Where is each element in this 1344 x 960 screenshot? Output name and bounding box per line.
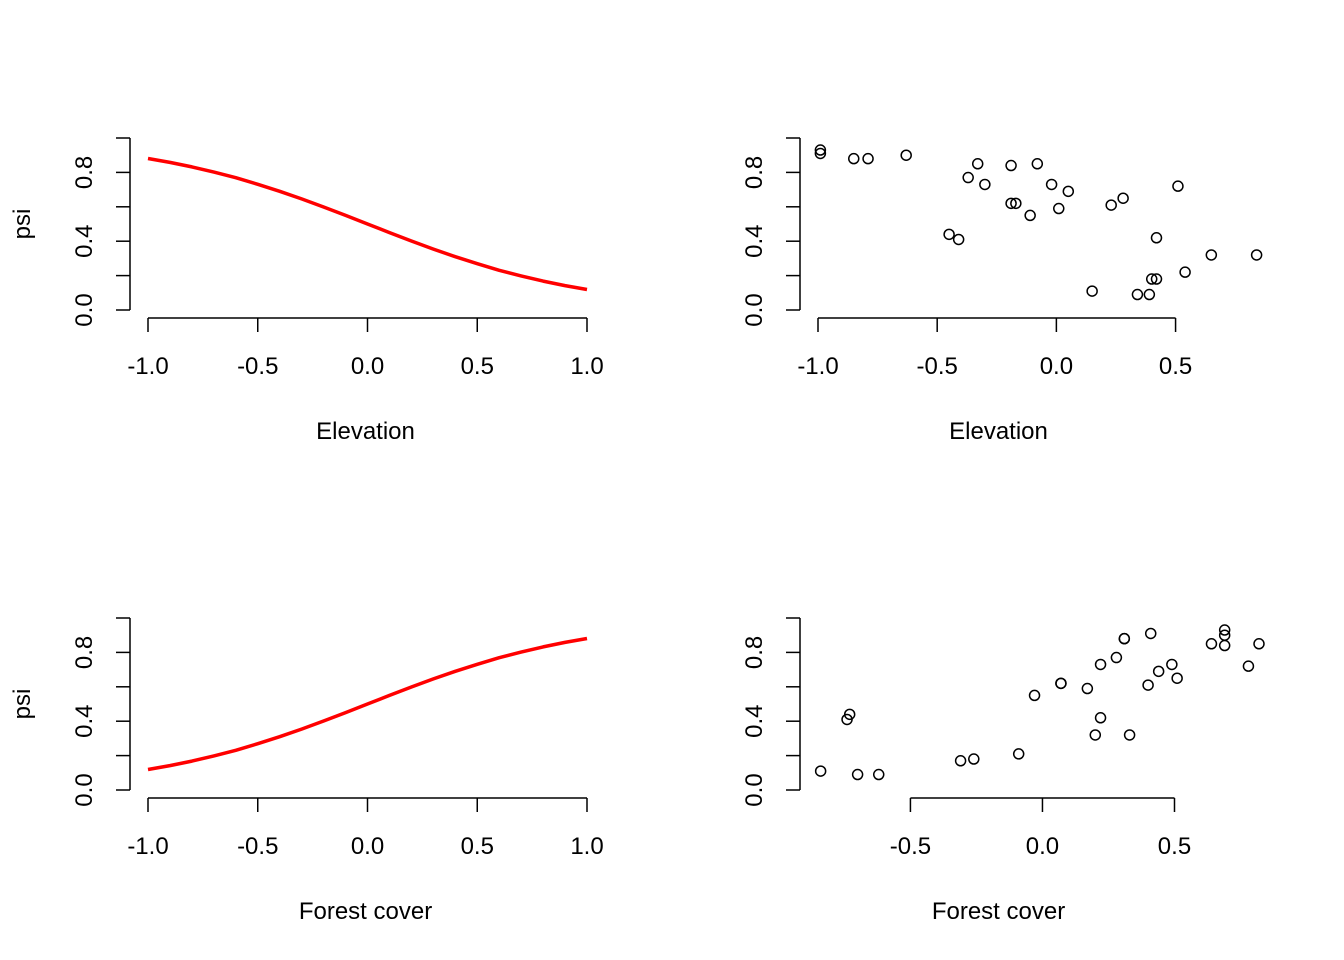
- chart-panel-top-left: -1.0 -0.5 0.0 0.5 1.0 0.0 0.4 0.8 Elevation psi: [9, 137, 604, 445]
- x-axis-title: Elevation: [316, 418, 415, 445]
- x-axis-title: Forest cover: [299, 898, 432, 925]
- y-tick-label: 0.0: [71, 293, 98, 326]
- x-tick-label: 1.0: [570, 353, 603, 380]
- data-point: [848, 152, 860, 165]
- data-point: [943, 228, 955, 241]
- data-point: [1205, 638, 1218, 650]
- y-tick-label: 0.8: [741, 156, 768, 189]
- data-point: [862, 152, 874, 165]
- y-tick-label: 0.0: [71, 773, 98, 806]
- data-point: [851, 768, 864, 781]
- chart-panel-top-right: -1.0 -0.5 0.0 0.5 0.0 0.4 0.8 Elevation: [741, 137, 1263, 445]
- data-point: [1118, 632, 1131, 645]
- data-point: [1086, 285, 1098, 297]
- y-tick-label: 0.4: [741, 705, 768, 738]
- data-point: [1179, 266, 1191, 278]
- data-point: [1010, 197, 1022, 210]
- data-point: [1205, 249, 1218, 261]
- data-point: [1218, 624, 1231, 636]
- x-tick-label: 0.5: [461, 353, 494, 380]
- data-point: [1172, 180, 1184, 192]
- y-tick-label: 0.0: [741, 773, 768, 806]
- data-point: [1005, 197, 1017, 210]
- data-point: [814, 144, 827, 156]
- x-tick-label: -1.0: [127, 353, 168, 380]
- data-point: [1105, 199, 1117, 211]
- data-point: [1152, 665, 1165, 678]
- data-point: [1131, 288, 1144, 301]
- data-point: [1012, 748, 1025, 760]
- y-tick-label: 0.4: [741, 225, 768, 258]
- data-point: [1005, 159, 1017, 172]
- data-point: [1253, 638, 1265, 650]
- y-tick-label: 0.8: [71, 636, 98, 669]
- y-tick-label: 0.4: [71, 225, 98, 258]
- data-point: [1171, 672, 1183, 684]
- data-point: [1242, 660, 1255, 672]
- data-point: [1143, 288, 1156, 301]
- x-tick-label: 0.0: [1040, 353, 1073, 380]
- y-axis-title: psi: [9, 689, 36, 720]
- data-point: [814, 765, 827, 777]
- data-point: [1031, 158, 1044, 170]
- x-tick-label: 0.0: [1026, 833, 1059, 860]
- data-point: [1250, 249, 1263, 261]
- x-axis-title: Forest cover: [932, 898, 1065, 925]
- data-point: [952, 233, 965, 246]
- data-point: [1062, 185, 1075, 198]
- data-point: [979, 178, 991, 191]
- data-point: [1110, 651, 1123, 664]
- data-point: [1117, 192, 1129, 204]
- data-point: [1081, 682, 1094, 695]
- y-tick-label: 0.8: [71, 156, 98, 189]
- data-point: [814, 147, 827, 160]
- x-tick-label: -0.5: [237, 353, 278, 380]
- data-point: [1094, 712, 1107, 724]
- data-point: [962, 171, 974, 184]
- chart-panel-bottom-right: -0.5 0.0 0.5 0.0 0.4 0.8 Forest cover: [741, 617, 1265, 925]
- x-tick-label: -0.5: [237, 833, 278, 860]
- data-point: [1144, 627, 1157, 640]
- data-point: [1055, 677, 1067, 690]
- x-tick-label: -0.5: [917, 353, 958, 380]
- x-tick-label: -0.5: [890, 833, 931, 860]
- x-tick-label: 0.5: [1159, 353, 1192, 380]
- data-point: [1094, 658, 1107, 671]
- data-point: [1218, 639, 1231, 652]
- data-point: [1145, 273, 1158, 285]
- x-tick-label: 0.5: [461, 833, 494, 860]
- x-tick-label: -1.0: [797, 353, 838, 380]
- data-point: [1150, 232, 1163, 244]
- data-point: [954, 755, 967, 767]
- chart-panel-bottom-left: -1.0 -0.5 0.0 0.5 1.0 0.0 0.4 0.8 Forest cover ps…: [9, 617, 604, 925]
- data-point: [1123, 729, 1136, 741]
- data-point: [1028, 689, 1041, 702]
- x-tick-label: 1.0: [570, 833, 603, 860]
- series-line: [147, 636, 588, 772]
- x-tick-label: -1.0: [127, 833, 168, 860]
- y-tick-label: 0.4: [71, 705, 98, 738]
- data-point: [1024, 209, 1036, 222]
- data-point: [1089, 729, 1102, 741]
- y-tick-label: 0.8: [741, 636, 768, 669]
- x-tick-label: 0.0: [351, 833, 384, 860]
- data-point: [971, 158, 984, 170]
- y-tick-label: 0.0: [741, 293, 768, 326]
- data-point: [968, 753, 980, 765]
- data-point: [1045, 178, 1058, 191]
- series-line: [147, 156, 588, 292]
- y-axis-title: psi: [9, 209, 36, 240]
- data-point: [1053, 202, 1065, 215]
- data-point: [1150, 273, 1163, 285]
- data-point: [872, 768, 885, 781]
- x-tick-label: 0.5: [1158, 833, 1191, 860]
- x-tick-label: 0.0: [351, 353, 384, 380]
- data-point: [1166, 658, 1178, 671]
- data-point: [843, 708, 856, 721]
- data-point: [1142, 679, 1154, 691]
- data-point: [900, 149, 912, 161]
- x-axis-title: Elevation: [949, 418, 1048, 445]
